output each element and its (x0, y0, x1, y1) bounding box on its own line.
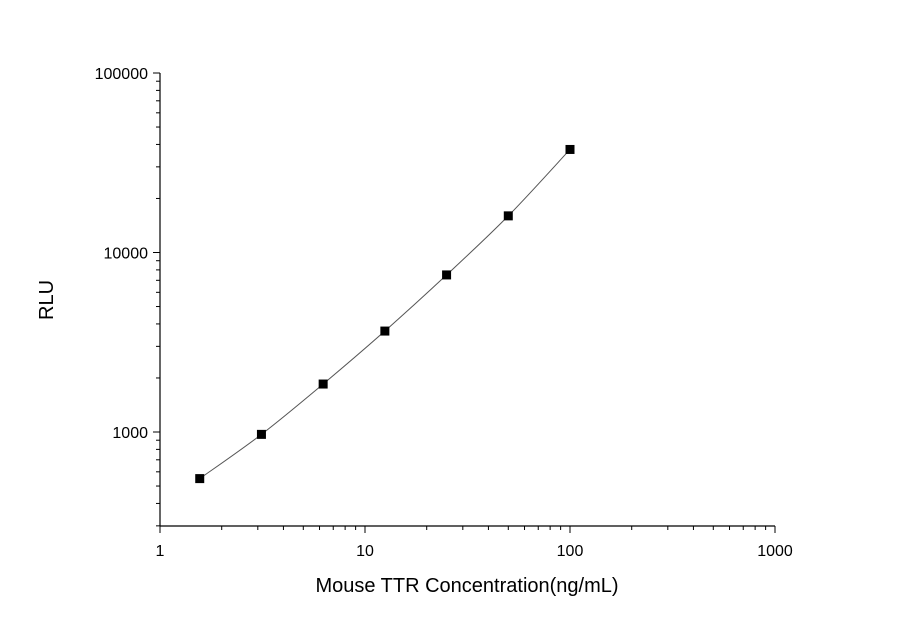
data-point (565, 144, 575, 154)
data-point (195, 474, 205, 484)
data-point (256, 429, 266, 439)
y-tick-label: 100000 (95, 66, 148, 83)
y-tick-label: 1000 (112, 425, 148, 442)
data-point (442, 270, 452, 280)
plot-area: 1 10 100 1000 1000 10000 100000 (95, 66, 793, 560)
x-axis-title: Mouse TTR Concentration(ng/mL) (315, 575, 618, 597)
y-axis-title: RLU (36, 280, 58, 320)
x-tick-label: 10 (356, 543, 374, 560)
x-axis-ticks (159, 526, 776, 533)
x-tick-label: 100 (557, 543, 584, 560)
y-axis-ticks (153, 72, 160, 527)
fit-curve (199, 149, 571, 480)
x-tick-label: 1000 (757, 543, 793, 560)
y-tick-label: 10000 (104, 246, 149, 263)
data-point (380, 326, 390, 336)
data-markers (195, 144, 575, 484)
x-tick-label: 1 (156, 543, 165, 560)
data-point (503, 211, 513, 221)
data-point (318, 379, 328, 389)
tick-labels: 1 10 100 1000 1000 10000 100000 (95, 66, 793, 560)
